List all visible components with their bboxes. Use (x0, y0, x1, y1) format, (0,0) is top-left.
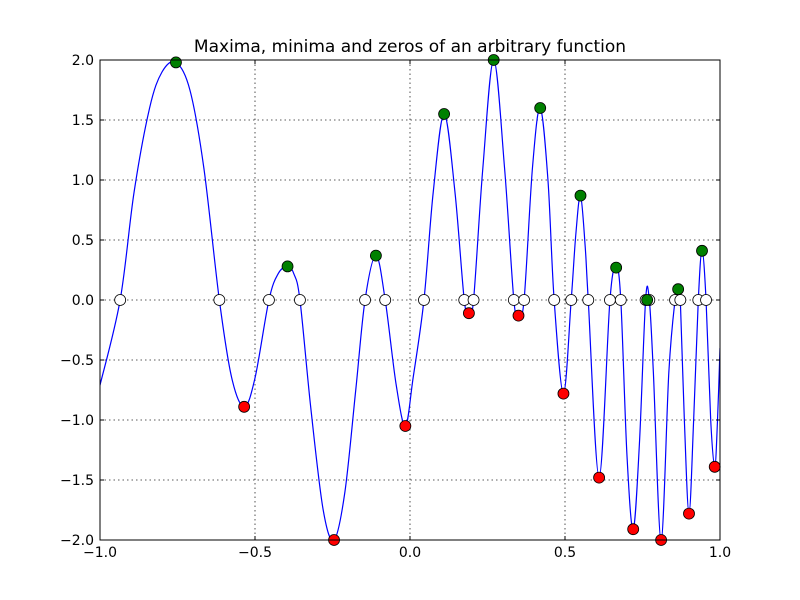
maximum-marker (672, 283, 685, 296)
axis-ticks: −1.0 −0.5 0.0 0.5 1.0 2.0 1.5 1.0 0.5 0.0 −0.5 −1.0… (60, 53, 731, 561)
y-tick-label: 1.0 (72, 173, 94, 189)
y-tick-label: 1.5 (72, 113, 94, 129)
grid (100, 60, 720, 540)
x-tick-label: −0.5 (238, 545, 272, 561)
y-tick-label: −1.5 (60, 473, 94, 489)
maximum-marker (610, 261, 623, 274)
zero-marker (507, 294, 520, 306)
zero-marker (263, 294, 275, 306)
minimum-marker (708, 460, 721, 473)
zero-marker (294, 294, 306, 306)
maximum-marker (534, 102, 547, 114)
y-tick-label: −1.0 (60, 413, 94, 429)
minimum-marker (512, 309, 525, 322)
zero-marker (614, 294, 627, 306)
markers-layer (114, 54, 721, 546)
zero-marker (467, 294, 480, 306)
minimum-marker (462, 307, 475, 320)
maximum-marker (696, 244, 708, 257)
maximum-marker (641, 294, 654, 306)
y-tick-label: 0.5 (72, 233, 94, 249)
function-curve (100, 60, 720, 540)
zero-marker (674, 294, 687, 306)
zero-marker (418, 294, 430, 306)
y-tick-label: 0.0 (72, 293, 94, 309)
minimum-marker (627, 523, 640, 536)
maximum-marker (574, 189, 587, 202)
x-tick-label: −1.0 (83, 545, 117, 561)
maximum-marker (281, 260, 294, 273)
chart-title: Maxima, minima and zeros of an arbitrary… (194, 37, 626, 57)
zero-marker (548, 294, 561, 306)
minimum-marker (238, 400, 251, 413)
zero-marker (213, 294, 226, 306)
zero-marker (582, 294, 595, 306)
y-tick-label: −0.5 (60, 353, 94, 369)
x-tick-label: 0.5 (554, 545, 576, 561)
maximum-marker (170, 56, 182, 69)
zero-marker (518, 294, 530, 306)
zero-marker (604, 294, 616, 306)
x-tick-label: 1.0 (709, 545, 731, 561)
zero-marker (359, 294, 371, 306)
minimum-marker (399, 420, 412, 432)
x-tick-label: 0.0 (399, 545, 421, 561)
minimum-marker (557, 387, 570, 400)
y-tick-label: −2.0 (60, 533, 94, 549)
maximum-marker (438, 108, 451, 120)
zero-marker (379, 294, 392, 306)
y-tick-label: 2.0 (72, 53, 94, 69)
minimum-marker (593, 471, 605, 484)
function-curve-layer (100, 60, 720, 540)
maximum-marker (369, 249, 382, 262)
minimum-marker (683, 507, 695, 520)
zero-marker (565, 294, 578, 306)
zero-marker (114, 294, 127, 306)
zero-marker (700, 294, 712, 306)
